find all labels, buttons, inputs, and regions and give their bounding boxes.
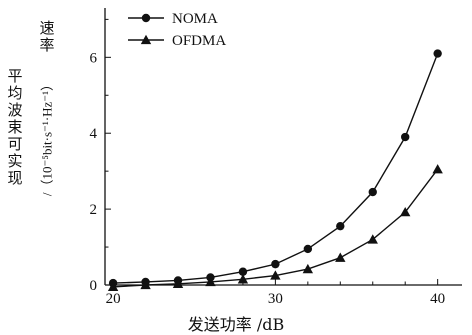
data-point-ofdma [205, 276, 216, 287]
chart-series [107, 49, 443, 292]
data-point-noma [368, 187, 377, 197]
data-point-noma [401, 132, 410, 142]
legend-entry-ofdma: OFDMA [128, 33, 226, 49]
y-axis-label-line1: 平均波束可实现 [4, 68, 26, 187]
y-axis-label-cjk: 速率 [39, 19, 55, 54]
data-point-ofdma [270, 270, 281, 280]
legend-label: NOMA [172, 11, 218, 27]
data-point-ofdma [172, 278, 184, 289]
data-point-noma [271, 259, 280, 269]
y-axis-label-unit: /（10⁻⁵bit·s⁻¹·Hz⁻¹） [39, 77, 55, 197]
data-point-ofdma [400, 206, 411, 217]
data-point-ofdma [107, 281, 119, 292]
legend-entry-noma: NOMA [128, 11, 218, 27]
y-tick-label: 4 [90, 126, 98, 142]
data-point-noma [303, 244, 313, 254]
data-point-noma [336, 221, 345, 231]
y-tick-label: 0 [90, 278, 98, 294]
data-point-ofdma [140, 279, 151, 290]
chart-legend: NOMA OFDMA [128, 11, 226, 49]
series-noma [108, 49, 442, 288]
series-line-noma [113, 53, 439, 284]
y-axis-label-line1-text: 平均波束可实现 [7, 67, 23, 187]
y-tick-label: 6 [90, 50, 98, 66]
x-tick-label: 30 [268, 291, 283, 307]
data-point-noma [238, 267, 248, 276]
x-tick-label: 20 [106, 291, 121, 307]
legend-label: OFDMA [172, 33, 226, 49]
data-point-noma [433, 49, 442, 58]
chart-ticks: 20 30 40 0 2 4 6 [90, 18, 445, 307]
series-line-ofdma [113, 168, 439, 288]
data-point-ofdma [237, 274, 249, 284]
series-ofdma [107, 164, 443, 292]
data-point-ofdma [367, 234, 378, 244]
data-point-ofdma [335, 252, 346, 262]
y-axis-label-line2: 速率 /（10⁻⁵bit·s⁻¹·Hz⁻¹） [34, 20, 60, 212]
y-axis-label-unit-wrap: /（10⁻⁵bit·s⁻¹·Hz⁻¹） [34, 62, 60, 212]
legend-marker [140, 34, 152, 45]
x-axis-label: 发送功率 /dB [187, 315, 285, 334]
chart-axes [104, 8, 462, 286]
data-point-ofdma [302, 263, 314, 274]
x-tick-label: 40 [430, 291, 445, 307]
data-point-ofdma [432, 164, 443, 174]
y-tick-label: 2 [90, 202, 98, 218]
legend-marker [141, 13, 151, 23]
